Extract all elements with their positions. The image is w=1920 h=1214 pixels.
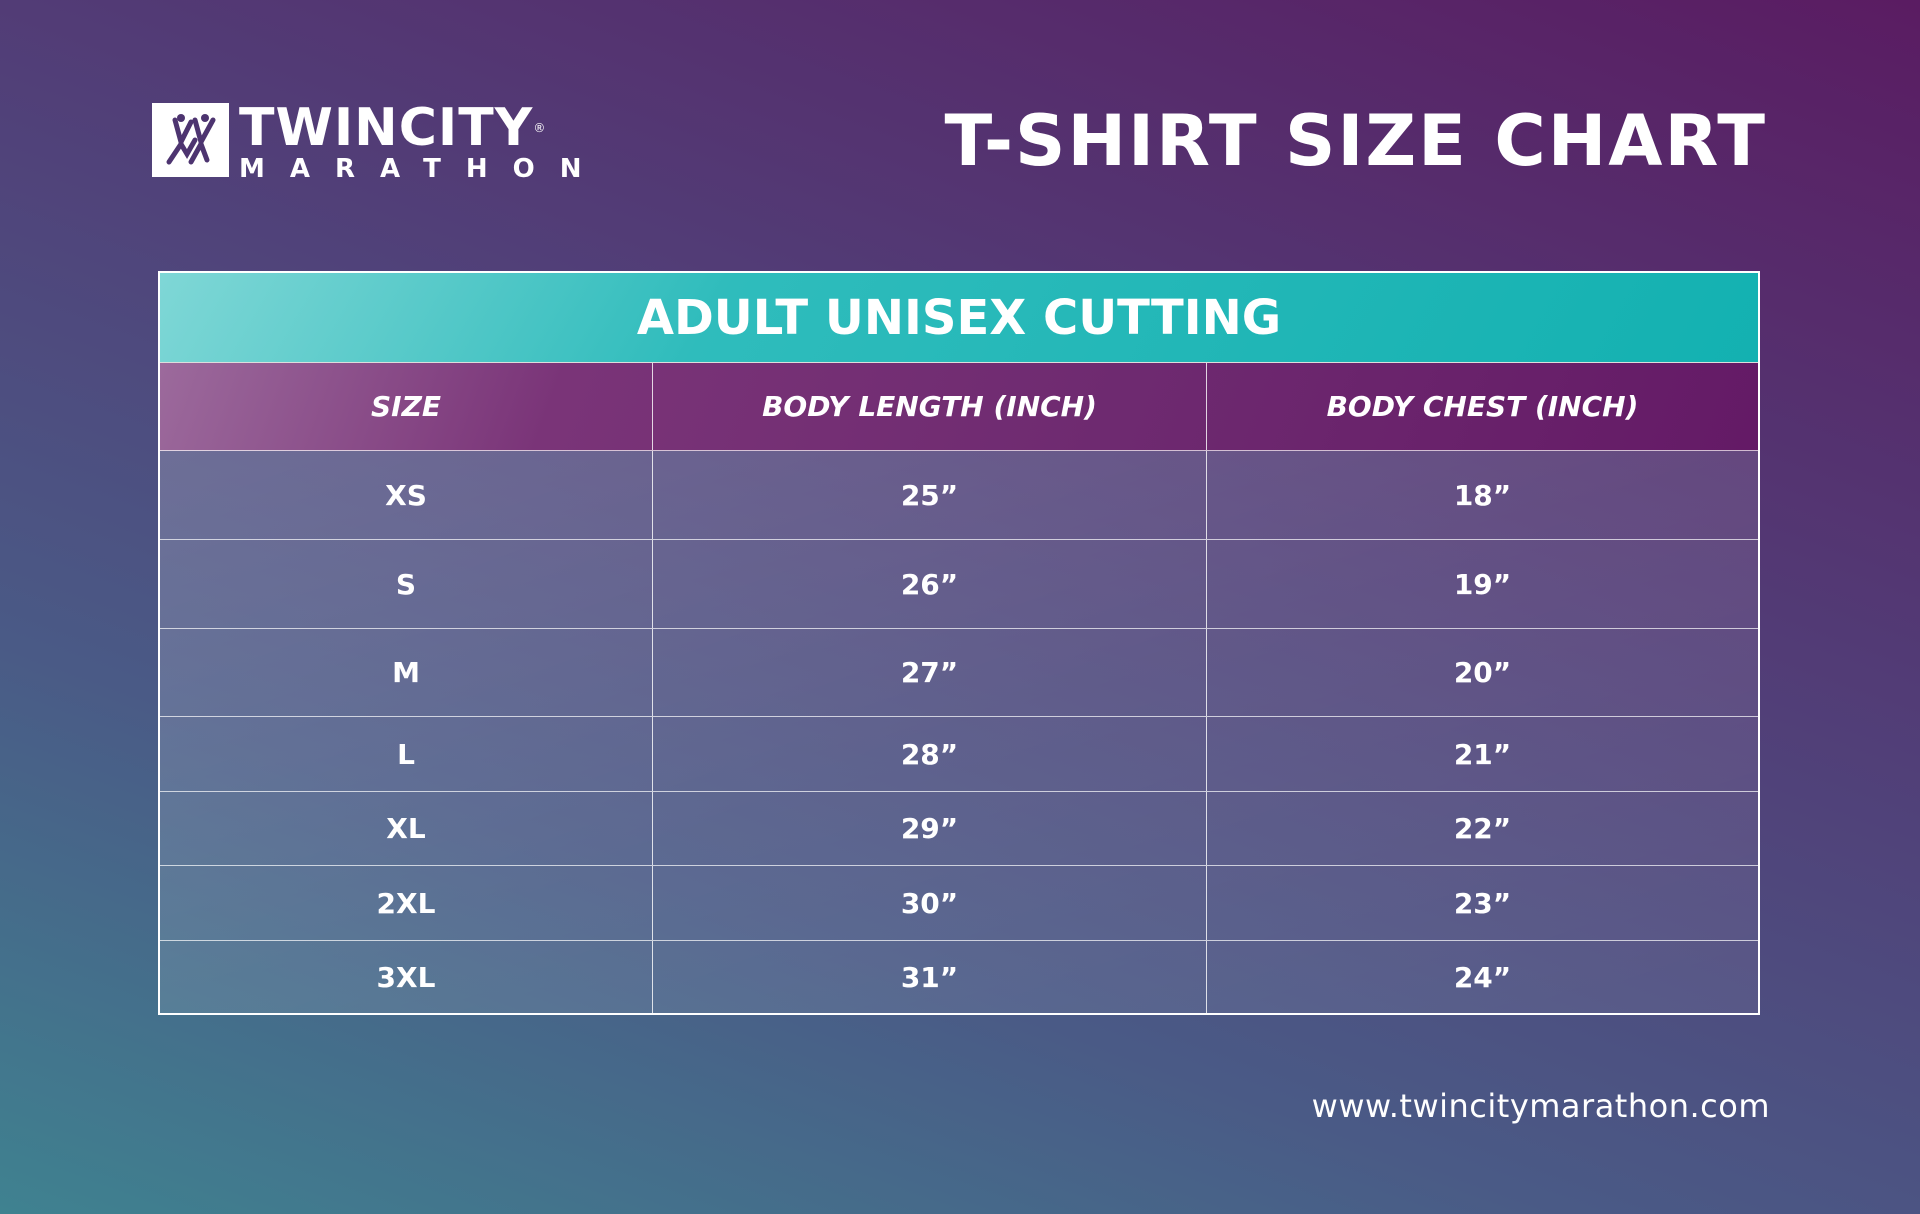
cell-size: XL: [160, 792, 653, 865]
cell-body-length: 30”: [653, 866, 1207, 940]
cell-body-chest: 21”: [1453, 737, 1512, 771]
logo: TWINCITY® MARATHON: [152, 102, 607, 184]
cell-size: 2XL: [160, 866, 653, 940]
cell-body-length: 26”: [653, 540, 1207, 628]
cell-body-chest: 23”: [1453, 886, 1512, 920]
size-table: ADULT UNISEX CUTTING SIZE BODY LENGTH (I…: [158, 271, 1760, 1015]
table-row: XS 25” 18”: [160, 451, 1758, 540]
website-link[interactable]: www.twincitymarathon.com: [1311, 1087, 1770, 1125]
registered-mark: ®: [533, 121, 547, 135]
cell-size: XS: [160, 451, 653, 539]
cell-body-length: 29”: [653, 792, 1207, 865]
cell-body-chest: 18”: [1453, 478, 1512, 512]
header-body-chest: BODY CHEST (INCH): [1326, 390, 1639, 423]
cell-size: 3XL: [160, 941, 653, 1013]
table-row: L 28” 21”: [160, 717, 1758, 792]
table-header-row: SIZE BODY LENGTH (INCH) BODY CHEST (INCH…: [160, 363, 1758, 451]
runners-icon: [152, 103, 229, 177]
cell-body-length: 27”: [653, 629, 1207, 716]
cell-body-chest: 22”: [1453, 812, 1512, 845]
table-row: 2XL 30” 23”: [160, 866, 1758, 941]
table-caption: ADULT UNISEX CUTTING: [160, 273, 1758, 363]
logo-line1: TWINCITY: [239, 98, 534, 158]
logo-line2: MARATHON: [239, 154, 607, 184]
cell-body-chest: 19”: [1453, 567, 1512, 601]
cell-body-length: 28”: [653, 717, 1207, 791]
cell-body-chest: 24”: [1453, 960, 1512, 994]
header-body-length: BODY LENGTH (INCH): [653, 363, 1207, 450]
cell-body-length: 25”: [653, 451, 1207, 539]
table-row: XL 29” 22”: [160, 792, 1758, 866]
cell-size: L: [160, 717, 653, 791]
cell-body-length: 31”: [653, 941, 1207, 1013]
page-title: T-SHIRT SIZE CHART: [944, 100, 1767, 182]
cell-body-chest: 20”: [1453, 656, 1512, 689]
cell-size: M: [160, 629, 653, 716]
table-row: S 26” 19”: [160, 540, 1758, 629]
table-row: 3XL 31” 24”: [160, 941, 1758, 1013]
header-size: SIZE: [160, 363, 653, 450]
cell-size: S: [160, 540, 653, 628]
table-row: M 27” 20”: [160, 629, 1758, 717]
